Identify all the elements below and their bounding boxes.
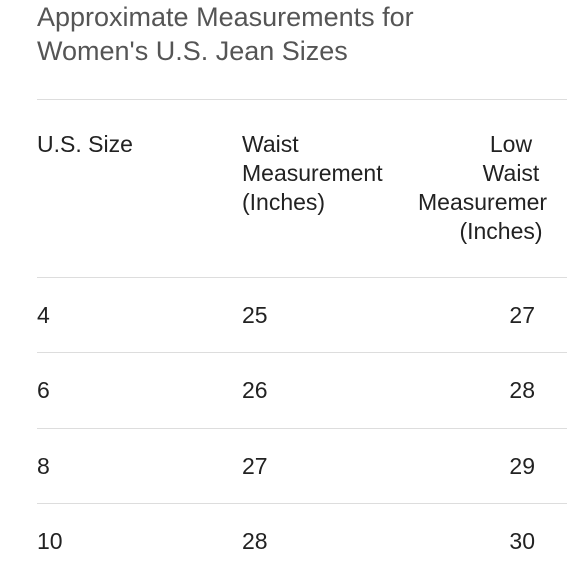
header-waist-line-1: Waist: [242, 131, 299, 157]
page-title: Approximate Measurements for Women's U.S…: [37, 0, 557, 68]
cell-low-waist: 28: [509, 377, 535, 403]
cell-waist: 25: [242, 302, 268, 328]
title-line-1: Approximate Measurements for: [37, 2, 414, 32]
header-waist-line-2: Measurement: [242, 160, 383, 186]
cell-size: 6: [37, 377, 50, 403]
header-low-waist-line-1: Low: [489, 131, 533, 157]
divider-row: [37, 428, 567, 429]
cell-waist: 28: [242, 528, 268, 554]
header-waist-line-3: (Inches): [242, 189, 326, 215]
header-low-waist-line-3: Measuremer: [418, 189, 548, 215]
cell-size: 8: [37, 453, 50, 479]
divider-header: [37, 277, 567, 278]
cell-waist: 26: [242, 377, 268, 403]
divider-row: [37, 503, 567, 504]
header-us-size: U.S. Size: [37, 131, 133, 157]
cell-low-waist: 27: [509, 302, 535, 328]
header-low-waist: Low Waist Measuremer (Inches): [410, 130, 570, 246]
divider-top: [37, 99, 567, 100]
cell-waist: 27: [242, 453, 268, 479]
cell-size: 4: [37, 302, 50, 328]
divider-row: [37, 352, 567, 353]
title-line-2: Women's U.S. Jean Sizes: [37, 36, 348, 66]
cell-low-waist: 30: [509, 528, 535, 554]
header-waist: Waist Measurement (Inches): [242, 130, 383, 217]
header-low-waist-line-4: (Inches): [459, 218, 543, 244]
cell-size: 10: [37, 528, 63, 554]
header-low-waist-line-2: Waist: [482, 160, 540, 186]
cell-low-waist: 29: [509, 453, 535, 479]
